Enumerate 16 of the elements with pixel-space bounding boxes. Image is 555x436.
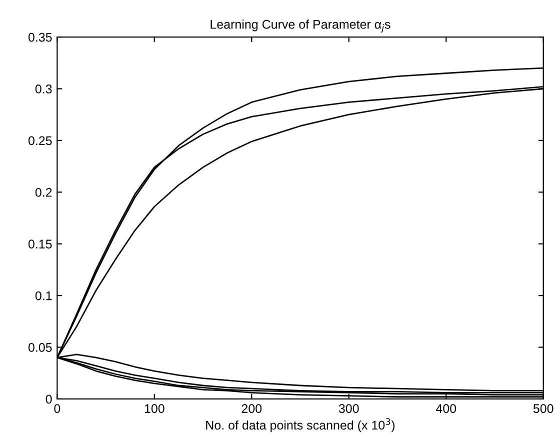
x-tick-label: 200 (242, 404, 262, 413)
x-tick-label: 500 (533, 404, 554, 413)
y-tick-label: 0.3 (35, 84, 52, 94)
y-tick-label: 0.1 (35, 291, 52, 300)
x-tick-label: 100 (144, 404, 164, 413)
chart-title: Learning Curve of Parameter α$_{j}$s (210, 20, 390, 33)
x-axis-title: No. of data points scanned (x 10$^{3}$) (206, 418, 395, 432)
x-tick-label: 400 (436, 404, 456, 413)
y-tick-label: 0 (46, 394, 52, 404)
y-tick-label: 0.15 (28, 240, 52, 248)
y-tick-label: 0.25 (28, 136, 52, 146)
x-tick-label: 0 (54, 404, 60, 413)
y-tick-label: 0.35 (28, 32, 52, 42)
y-tick-label: 0.05 (28, 343, 52, 352)
y-tick-label: 0.2 (35, 188, 52, 197)
x-tick-label: 300 (338, 404, 359, 413)
